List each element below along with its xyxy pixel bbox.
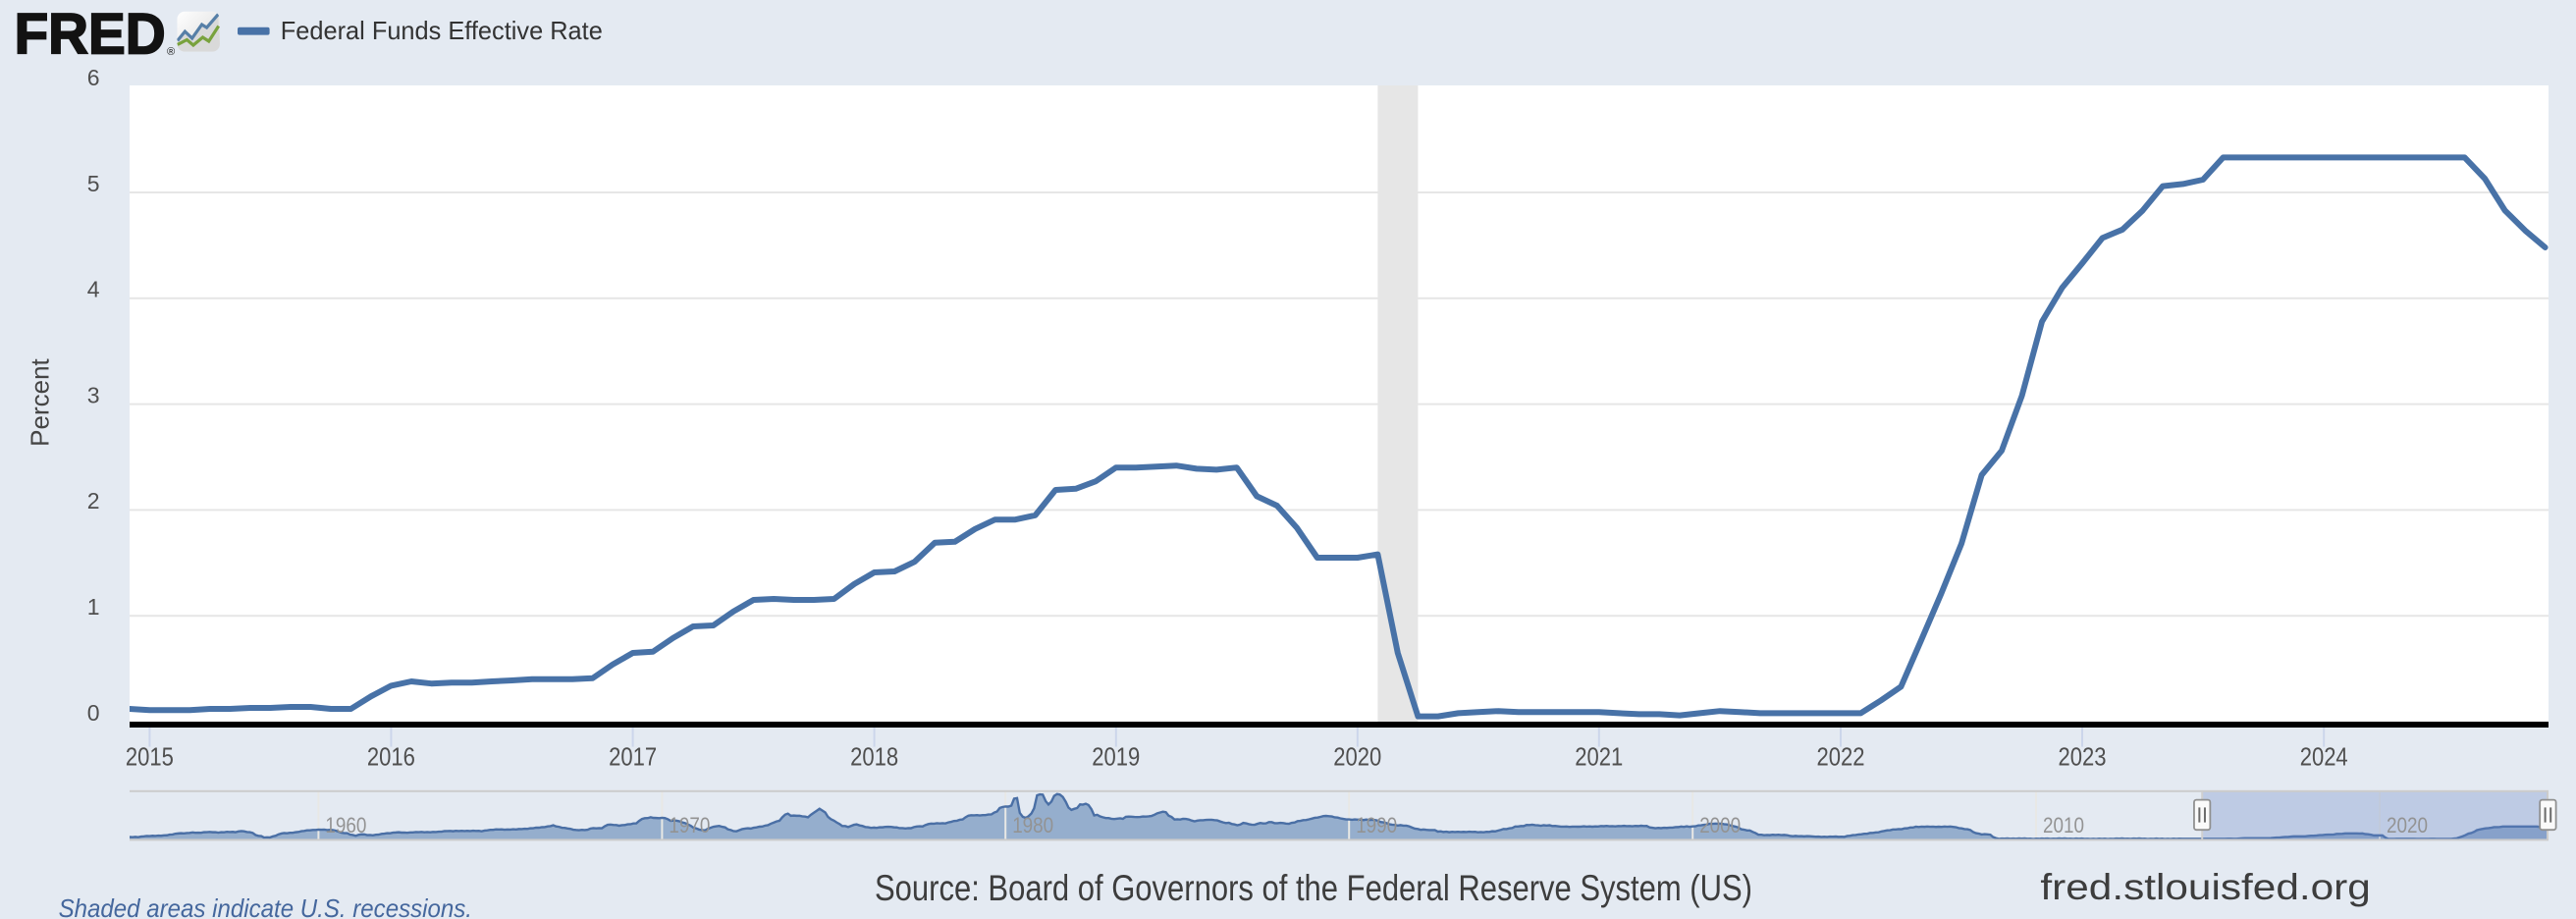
svg-text:2: 2 — [87, 488, 100, 514]
svg-text:1990: 1990 — [1356, 813, 1397, 838]
svg-text:0: 0 — [87, 700, 100, 726]
svg-text:2020: 2020 — [2387, 813, 2428, 838]
svg-text:Percent: Percent — [26, 357, 55, 446]
svg-text:2017: 2017 — [609, 742, 657, 772]
svg-text:2023: 2023 — [2059, 742, 2107, 772]
svg-text:2021: 2021 — [1575, 742, 1623, 772]
svg-text:2024: 2024 — [2300, 742, 2348, 772]
svg-text:5: 5 — [87, 171, 100, 196]
svg-text:1: 1 — [87, 594, 100, 620]
svg-text:2020: 2020 — [1333, 742, 1381, 772]
svg-text:6: 6 — [87, 65, 100, 90]
svg-text:FRED: FRED — [15, 3, 166, 67]
svg-text:1980: 1980 — [1012, 813, 1053, 838]
svg-text:2000: 2000 — [1699, 813, 1741, 838]
svg-text:2022: 2022 — [1817, 742, 1865, 772]
svg-text:2015: 2015 — [126, 742, 174, 772]
svg-text:2019: 2019 — [1092, 742, 1140, 772]
svg-text:fred.stlouisfed.org: fred.stlouisfed.org — [2040, 867, 2370, 907]
svg-text:2016: 2016 — [367, 742, 415, 772]
svg-text:2010: 2010 — [2043, 813, 2084, 838]
svg-text:1970: 1970 — [669, 813, 710, 838]
svg-text:®: ® — [167, 46, 176, 58]
svg-text:1960: 1960 — [325, 813, 366, 838]
svg-text:Federal Funds Effective Rate: Federal Funds Effective Rate — [281, 16, 603, 45]
svg-text:Source: Board of Governors of: Source: Board of Governors of the Federa… — [875, 868, 1752, 908]
svg-text:3: 3 — [87, 382, 100, 407]
svg-text:2018: 2018 — [850, 742, 898, 772]
svg-text:Shaded areas indicate U.S. rec: Shaded areas indicate U.S. recessions. — [59, 893, 472, 919]
svg-text:4: 4 — [87, 277, 100, 302]
